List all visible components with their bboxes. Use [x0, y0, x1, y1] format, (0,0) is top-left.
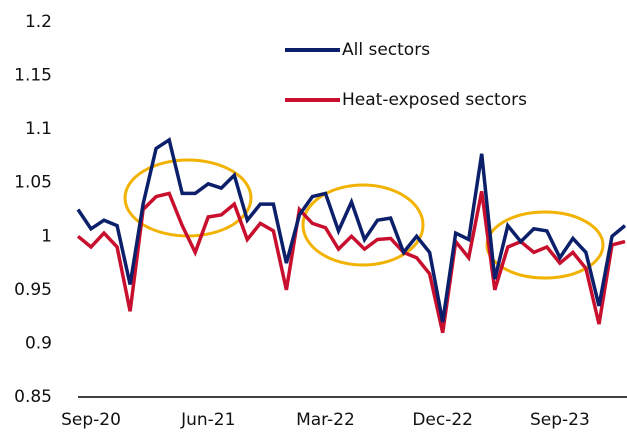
y-tick-label: 1.05: [14, 173, 52, 193]
y-tick-label: 1: [41, 226, 52, 246]
y-tick-label: 0.85: [14, 387, 52, 407]
x-tick-label: Mar-22: [296, 410, 355, 430]
y-tick-label: 0.95: [14, 280, 52, 300]
legend-label: All sectors: [342, 40, 430, 60]
highlight-ellipses: [123, 158, 605, 280]
legend-label: Heat-exposed sectors: [342, 90, 527, 110]
highlight-ellipse: [301, 183, 425, 267]
y-tick-label: 1.15: [14, 66, 52, 86]
x-tick-label: Sep-23: [530, 410, 590, 430]
x-tick-label: Sep-20: [61, 410, 121, 430]
highlight-ellipse: [485, 210, 605, 280]
series-line: [76, 137, 627, 323]
series-line: [76, 190, 626, 334]
y-tick-label: 1.1: [25, 119, 52, 139]
y-tick-label: 0.9: [25, 333, 52, 353]
y-tick-label: 1.2: [25, 12, 52, 32]
x-tick-label: Dec-22: [412, 410, 473, 430]
x-tick-label: Jun-21: [180, 410, 235, 430]
